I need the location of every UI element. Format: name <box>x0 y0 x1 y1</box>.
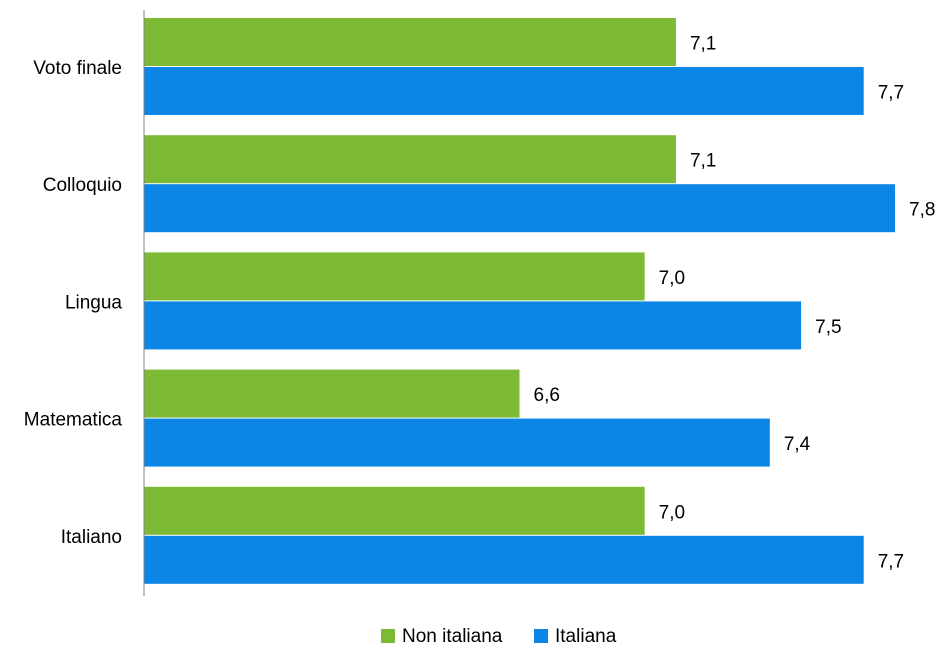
bar-italiana-lingua <box>144 301 802 350</box>
legend-label-italiana: Italiana <box>555 626 617 647</box>
data-label-italiana-matematica: 7,4 <box>784 434 811 455</box>
bar-non-italiana-voto-finale <box>144 18 676 66</box>
bar-non-italiana-italiano <box>144 486 645 535</box>
bar-non-italiana-colloquio <box>144 135 676 184</box>
bars-layer <box>144 18 895 584</box>
category-label-lingua: Lingua <box>65 292 122 313</box>
bar-italiana-voto-finale <box>144 67 864 115</box>
data-label-non-italiana-lingua: 7,0 <box>659 268 685 289</box>
legend-label-non-italiana: Non italiana <box>402 626 503 647</box>
category-label-italiano: Italiano <box>61 527 122 548</box>
data-label-italiana-italiano: 7,7 <box>878 551 904 572</box>
bar-non-italiana-lingua <box>144 252 645 301</box>
data-label-non-italiana-voto-finale: 7,1 <box>690 34 716 55</box>
data-label-non-italiana-italiano: 7,0 <box>659 502 685 523</box>
category-label-matematica: Matematica <box>24 410 123 431</box>
category-label-voto-finale: Voto finale <box>33 58 122 79</box>
data-label-italiana-lingua: 7,5 <box>815 317 841 338</box>
bar-italiana-colloquio <box>144 184 895 233</box>
data-label-non-italiana-colloquio: 7,1 <box>690 151 716 172</box>
legend-swatch-non-italiana <box>381 629 395 643</box>
bar-italiana-italiano <box>144 535 864 584</box>
data-label-non-italiana-matematica: 6,6 <box>534 385 560 406</box>
legend-swatch-italiana <box>534 629 548 643</box>
legend: Non italiana Italiana <box>381 626 617 647</box>
data-label-italiana-voto-finale: 7,7 <box>878 83 904 104</box>
bar-non-italiana-matematica <box>144 369 520 418</box>
labels-layer: 7,1 7,7 Voto finale 7,1 7,8 Colloquio 7,0 7,5 Li… <box>24 34 936 573</box>
data-label-italiana-colloquio: 7,8 <box>909 200 935 221</box>
category-label-colloquio: Colloquio <box>43 175 122 196</box>
bar-italiana-matematica <box>144 418 770 467</box>
